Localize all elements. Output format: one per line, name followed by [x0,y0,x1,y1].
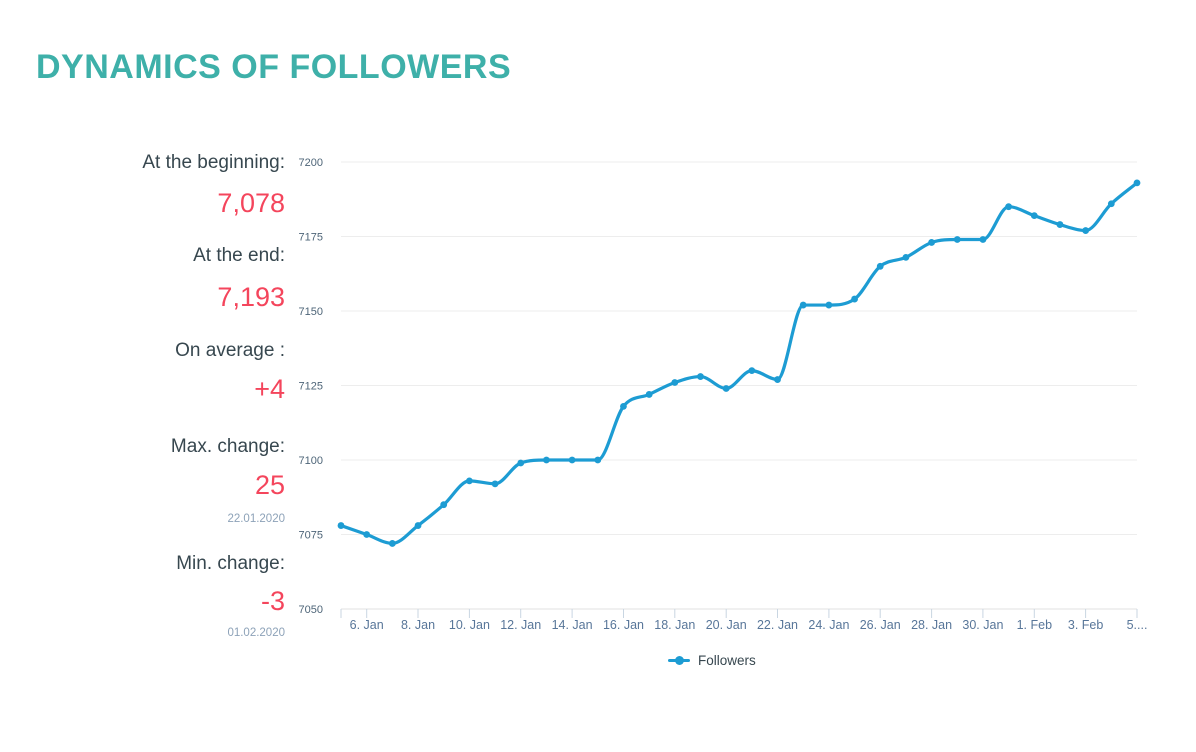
data-point-marker [620,402,627,410]
stat-max-change-label: Max. change: [170,436,285,457]
y-axis-label: 7125 [299,381,323,393]
y-axis-label: 7150 [299,306,323,318]
data-point-marker [414,522,422,529]
data-point-marker [543,456,550,464]
stat-beginning-value: 7,078 [217,188,285,218]
data-point-marker [388,540,396,547]
data-point-marker [876,262,884,270]
data-point-marker [1107,200,1115,208]
stat-max-change-value: 25 [254,470,285,500]
data-point-marker [1133,179,1141,187]
data-point-marker [440,501,448,509]
data-point-marker [799,301,807,309]
x-axis-label: 24. Jan [808,618,849,632]
series-line-followers [339,181,1139,546]
x-axis-label: 6. Jan [350,618,384,632]
data-point-marker [697,373,704,380]
data-point-marker [851,295,858,303]
data-point-marker [594,456,602,464]
y-axis-label: 7075 [299,530,323,542]
data-point-marker [953,236,961,243]
stat-end-value: 7,193 [217,282,285,312]
y-axis-label: 7200 [299,157,323,169]
stat-average-label: On average : [175,340,285,361]
data-point-marker [928,239,935,246]
stats-panel: At the beginning: 7,078 At the end: 7,19… [0,0,285,752]
data-point-marker [748,367,756,374]
x-axis-label: 3. Feb [1068,618,1103,632]
data-point-marker [774,376,781,383]
y-axis-label: 7100 [299,455,323,467]
data-point-marker [363,531,371,538]
data-point-marker [902,253,910,261]
chart-legend: Followers [668,653,756,668]
stat-end-label: At the end: [193,245,285,266]
data-point-marker [1056,221,1064,228]
x-axis-label: 14. Jan [552,618,593,632]
data-point-marker [517,459,525,467]
x-axis-label: 18. Jan [654,618,695,632]
stat-min-change-date: 01.02.2020 [227,627,285,639]
x-axis-label: 8. Jan [401,618,435,632]
x-axis-label: 5.... [1127,618,1148,632]
stat-min-change-value: -3 [260,586,285,616]
y-axis-label: 7050 [299,604,323,616]
data-point-marker [1030,212,1038,220]
data-point-marker [1005,203,1013,211]
data-point-marker [645,391,653,398]
data-point-marker [979,236,987,243]
x-axis-label: 12. Jan [500,618,541,632]
legend-label: Followers [698,653,756,668]
data-point-marker [491,480,499,488]
x-axis-label: 22. Jan [757,618,798,632]
line-marker-icon [668,656,690,665]
x-axis-label: 10. Jan [449,618,490,632]
legend-item-followers[interactable]: Followers [668,653,756,668]
stat-max-change-date: 22.01.2020 [227,513,285,525]
data-point-marker [337,522,345,529]
data-point-marker [825,301,833,309]
x-axis-label: 20. Jan [706,618,747,632]
y-axis-label: 7175 [299,232,323,244]
data-point-marker [568,456,576,464]
x-axis-label: 16. Jan [603,618,644,632]
x-axis-label: 28. Jan [911,618,952,632]
data-point-marker [671,379,679,386]
x-axis-label: 30. Jan [962,618,1003,632]
followers-line-chart: 7050 7075 7100 7125 7150 7175 7200 6. Jan 8. Jan… [299,157,1148,632]
data-point-marker [722,385,730,392]
data-point-marker [1082,227,1090,234]
x-axis-label: 1. Feb [1017,618,1052,632]
data-point-marker [465,477,473,485]
stat-min-change-label: Min. change: [176,553,285,574]
stat-beginning-label: At the beginning: [142,152,285,173]
x-axis-label: 26. Jan [860,618,901,632]
stat-average-value: +4 [254,374,285,404]
page-title: DYNAMICS OF FOLLOWERS [36,48,512,86]
